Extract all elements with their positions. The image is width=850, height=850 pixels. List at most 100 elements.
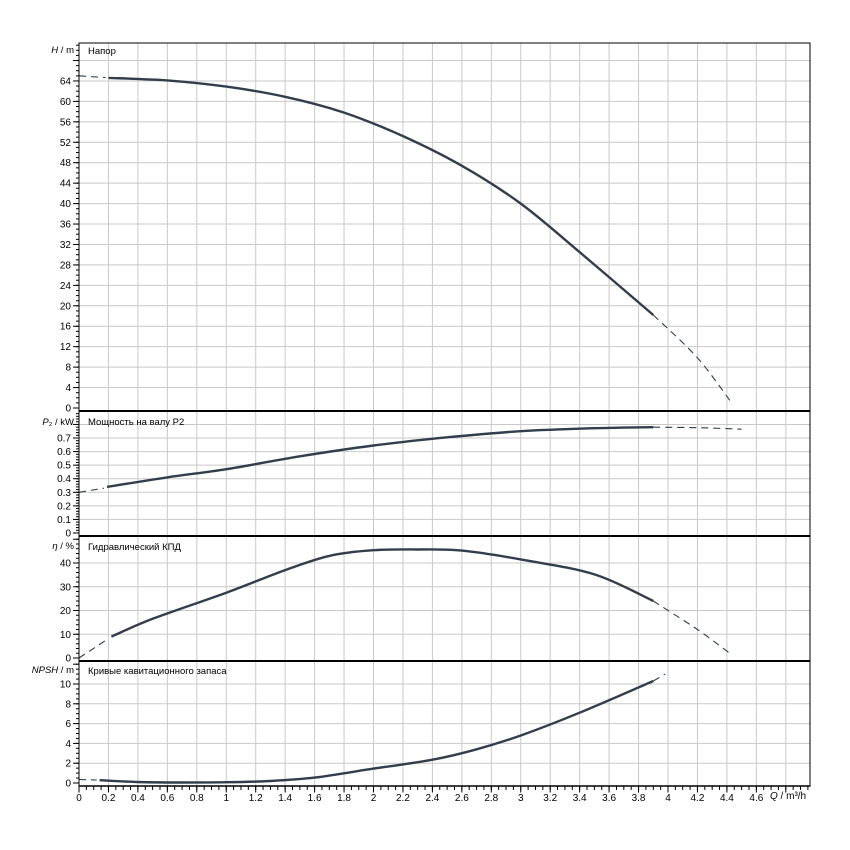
eff-dashed-start-curve [78,638,109,659]
y-axis-unit-efficiency: / % [57,541,74,552]
x-axis-unit: / m³/h [777,791,807,802]
y-axis-label-efficiency: η / % [0,541,74,552]
y-tick-label: 0 [65,404,71,415]
y-axis-label-npsh: NPSH / m [0,665,74,676]
y-tick-label: 8 [65,363,71,374]
y-axis-var-power: P [42,417,49,428]
p2-dashed-end-curve [653,426,742,430]
y-tick-label: 0.5 [57,461,71,472]
y-tick-label: 2 [65,759,71,770]
x-tick-label: 3 [518,793,524,804]
x-tick-label: 4 [665,793,671,804]
y-tick-label: 24 [60,281,72,292]
y-axis-tick-labels-1: 0 0.1 0.2 0.3 0.4 0.5 0.6 0.7 [57,434,71,540]
x-tick-label: 4.2 [690,793,704,804]
y-axis-unit-power: ₂ / kW [48,417,74,428]
y-tick-label: 0.4 [57,474,71,485]
x-tick-label: 0.6 [160,793,174,804]
y-tick-label: 28 [60,260,72,271]
y-axis-unit-head: / m [58,45,74,56]
y-tick-label: 10 [60,630,72,641]
npsh-dashed-end-curve [653,673,666,682]
y-tick-label: 4 [65,383,71,394]
npsh-solid-curve [99,679,654,784]
x-tick-label: 2 [371,793,377,804]
y-axis-label-power: P₂ / kW [0,417,74,428]
x-axis-var: Q [770,791,778,802]
plot-borders [78,42,811,787]
y-tick-label: 0 [65,654,71,665]
head-dashed-end-curve [652,314,734,405]
y-tick-label: 16 [60,322,72,333]
x-tick-label: 0 [76,793,82,804]
y-tick-label: 0.3 [57,488,71,499]
y-axis-ticks-0 [73,44,79,409]
y-tick-label: 48 [60,158,72,169]
x-tick-label: 1.4 [278,793,292,804]
y-tick-label: 52 [60,138,72,149]
y-axis-var-npsh: NPSH [31,665,59,676]
y-tick-label: 20 [60,606,72,617]
gridlines [79,43,810,786]
x-tick-label: 1.8 [337,793,351,804]
y-tick-label: 4 [65,739,71,750]
y-axis-tick-labels-3: 0 2 4 6 8 10 [60,680,72,790]
y-tick-label: 6 [65,719,71,730]
y-axis-ticks-3 [73,663,79,784]
y-tick-label: 56 [60,117,72,128]
y-axis-tick-labels-2: 0 10 20 30 40 [60,559,72,665]
y-tick-label: 0.7 [57,434,71,445]
y-tick-label: 0.2 [57,501,71,512]
y-axis-ticks-1 [73,413,79,534]
p2-solid-curve [106,426,654,489]
chart-title-head: Напор [88,46,116,57]
y-tick-label: 60 [60,97,72,108]
y-axis-label-head: H / m [0,45,74,56]
p2-dashed-start-curve [78,487,105,493]
x-tick-label: 2.4 [425,793,439,804]
x-tick-label: 0.4 [131,793,145,804]
eff-dashed-end-curve [652,600,732,655]
y-tick-label: 64 [60,76,72,87]
chart-title-efficiency: Гидравлический КПД [88,542,181,553]
y-tick-label: 8 [65,699,71,710]
x-tick-label: 3.2 [543,793,557,804]
x-tick-label: 2.2 [396,793,410,804]
curves [78,75,742,784]
y-tick-label: 20 [60,301,72,312]
y-tick-label: 32 [60,240,72,251]
head-dashed-start-curve [78,75,106,79]
x-tick-label: 0.8 [190,793,204,804]
x-tick-label: 4.6 [749,793,763,804]
y-tick-label: 0 [65,779,71,790]
y-axis-unit-npsh: / m [58,665,74,676]
chart-title-npsh: Кривые кавитационного запаса [88,666,227,677]
x-tick-label: 1.6 [308,793,322,804]
chart-title-power: Мощность на валу P2 [88,417,185,428]
head-solid-curve [108,76,655,316]
y-tick-label: 40 [60,199,72,210]
x-axis-tick-labels: 0 0.2 0.4 0.6 0.8 1 1.2 1.4 1.6 1.8 2 2.2 2.4 2.6 2.8 3… [76,793,764,804]
x-axis-ticks [78,786,809,793]
y-axis-var-efficiency: η [52,541,58,552]
y-axis-var-head: H [51,45,59,56]
x-tick-label: 3.4 [573,793,587,804]
x-tick-label: 0.2 [101,793,115,804]
x-tick-label: 1 [223,793,229,804]
y-tick-label: 10 [60,680,72,691]
y-tick-label: 12 [60,342,72,353]
x-tick-label: 3.6 [602,793,616,804]
npsh-dashed-start-curve [78,778,97,781]
x-tick-label: 3.8 [632,793,646,804]
y-tick-label: 40 [60,559,72,570]
y-axis-ticks-2 [73,538,79,659]
x-tick-label: 4.4 [720,793,734,804]
x-tick-label: 2.6 [455,793,469,804]
x-axis-label: Q / m³/h [770,791,806,802]
x-tick-label: 2.8 [484,793,498,804]
y-tick-label: 0 [65,529,71,540]
eff-solid-curve [110,548,654,638]
